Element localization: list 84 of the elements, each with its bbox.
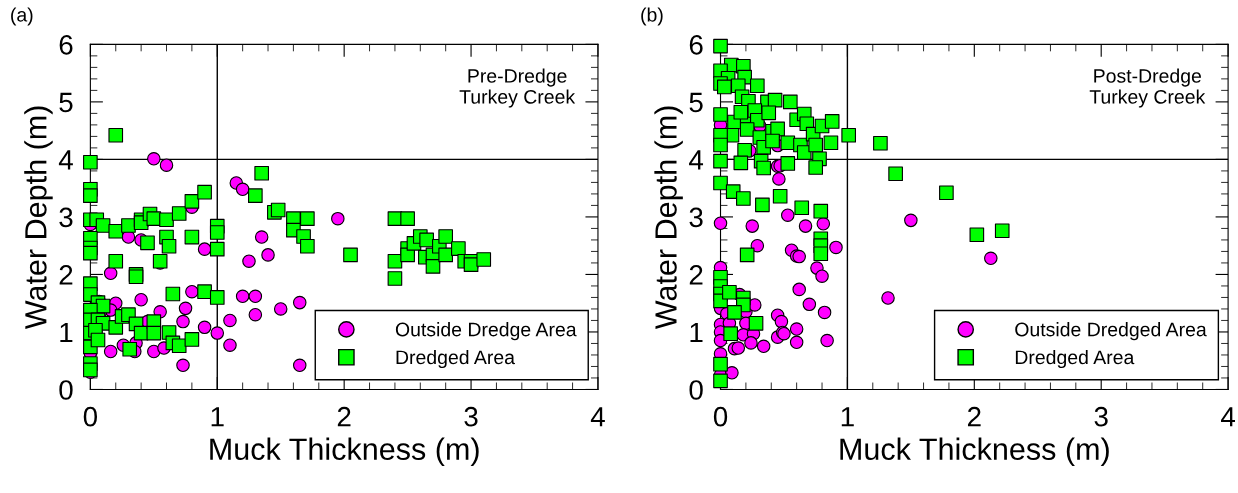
x-tick-label: 4 [1221, 407, 1236, 427]
point [744, 336, 758, 350]
point [223, 338, 237, 352]
point [789, 322, 804, 336]
annotation: Pre-Dredge Turkey Creek [459, 68, 576, 108]
point [147, 152, 161, 166]
point [789, 335, 804, 350]
y-tick-label: 5 [689, 92, 703, 113]
y-tick-label: 1 [60, 322, 73, 343]
point [176, 358, 190, 373]
x-tick-label: 1 [841, 407, 854, 427]
point [881, 291, 895, 305]
point [802, 297, 817, 312]
y-tick-label: 2 [689, 265, 703, 285]
point [331, 211, 345, 226]
point [904, 213, 918, 228]
x-axis-title: Muck Thickness (m) [840, 437, 1109, 467]
point [772, 172, 786, 186]
y-tick-label: 0 [59, 380, 73, 400]
legend-label: Outside Dredge Area [395, 322, 577, 341]
point [756, 339, 771, 354]
chart-title: (a) [11, 7, 33, 26]
y-axis-title: Water Depth (m) [654, 106, 683, 330]
point [159, 158, 174, 172]
point [185, 284, 199, 299]
y-tick-label: 4 [58, 150, 73, 170]
point [210, 326, 225, 340]
point [829, 240, 843, 255]
x-tick-label: 3 [464, 406, 478, 427]
y-tick-label: 1 [690, 322, 703, 343]
point [254, 230, 269, 244]
y-tick-label: 6 [689, 35, 703, 55]
x-axis-title: Muck Thickness (m) [210, 437, 479, 467]
point [792, 282, 806, 297]
point [731, 341, 746, 355]
legend-label: Outside Dredged Area [1015, 322, 1207, 341]
y-axis-title: Water Depth (m) [24, 106, 53, 330]
point [815, 269, 829, 283]
point [242, 254, 256, 268]
point [235, 182, 250, 197]
x-tick-label: 3 [1094, 406, 1108, 427]
y-tick-label: 0 [689, 380, 703, 400]
y-tick-label: 4 [689, 150, 704, 170]
point [178, 301, 193, 316]
x-tick-label: 4 [590, 407, 605, 427]
point [781, 208, 795, 222]
point [984, 251, 998, 266]
point [248, 307, 263, 322]
point [713, 216, 728, 231]
point [745, 219, 760, 233]
y-tick-label: 5 [59, 92, 73, 113]
y-tick-label: 3 [689, 207, 703, 228]
point [750, 238, 765, 253]
y-tick-label: 3 [59, 207, 73, 228]
legend-label: Dredged Area [396, 349, 515, 369]
point [292, 295, 307, 310]
point [197, 242, 212, 256]
point [223, 313, 237, 328]
point [816, 217, 831, 231]
point [774, 314, 789, 329]
point [235, 289, 250, 304]
x-tick-label: 0 [83, 406, 98, 427]
point [725, 366, 739, 380]
point [292, 358, 307, 373]
point [134, 292, 148, 307]
chart-title: (b) [641, 7, 663, 26]
point [176, 314, 190, 329]
point [103, 266, 118, 281]
point [103, 344, 118, 359]
x-tick-label: 0 [713, 406, 728, 427]
x-tick-label: 2 [967, 406, 981, 427]
point [820, 333, 834, 348]
point [273, 302, 288, 316]
y-tick-label: 6 [59, 35, 73, 55]
legend-label: Dredged Area [1015, 349, 1135, 369]
point [261, 248, 275, 262]
x-tick-label: 1 [211, 407, 224, 427]
point [197, 320, 212, 335]
x-tick-label: 2 [337, 406, 351, 427]
y-tick-label: 2 [59, 265, 73, 285]
point [798, 219, 813, 233]
annotation: Post-Dredge Turkey Creek [1089, 68, 1206, 108]
point [817, 305, 832, 320]
point [248, 289, 263, 304]
